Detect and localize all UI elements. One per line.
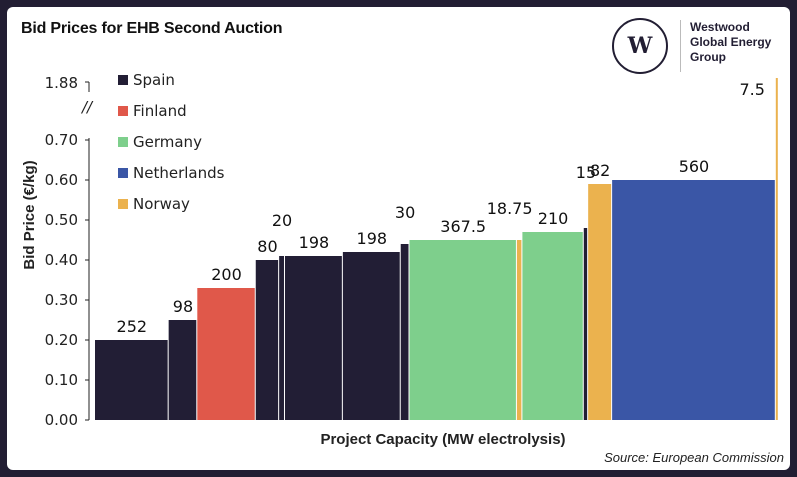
legend-label: Norway: [133, 195, 190, 213]
y-axis-break-marker: //: [80, 98, 94, 116]
legend-label: Netherlands: [133, 164, 225, 182]
legend-label: Germany: [133, 133, 202, 151]
data-label: 198: [299, 233, 330, 252]
bar-norway: [588, 184, 612, 420]
y-tick-label: 0.40: [45, 251, 78, 269]
y-tick-label-break: 1.88: [45, 74, 78, 92]
data-label: 198: [357, 229, 388, 248]
x-axis-title: Project Capacity (MW electrolysis): [320, 431, 565, 448]
data-label: 7.5: [739, 80, 764, 99]
bar-spain: [284, 256, 342, 420]
bar-spain: [255, 260, 279, 420]
data-label: 367.5: [440, 217, 486, 236]
legend-swatch: [118, 168, 128, 178]
logo-mark: W: [627, 33, 653, 59]
legend-swatch: [118, 137, 128, 147]
data-label: 252: [117, 317, 148, 336]
legend-swatch: [118, 199, 128, 209]
bar-spain: [168, 320, 197, 420]
bar-norway: [775, 78, 778, 420]
chart-title: Bid Prices for EHB Second Auction: [21, 20, 283, 37]
data-label: 80: [257, 237, 277, 256]
legend-swatch: [118, 75, 128, 85]
data-label: 30: [395, 203, 415, 222]
data-label: 200: [211, 265, 242, 284]
data-label: 560: [679, 157, 710, 176]
bar-norway: [516, 240, 522, 420]
logo-text: Westwood Global Energy Group: [690, 20, 771, 65]
bar-spain: [279, 256, 284, 420]
bar-spain: [400, 244, 409, 420]
data-label: 82: [590, 161, 610, 180]
bar-spain: [95, 340, 168, 420]
data-label: 210: [538, 209, 569, 228]
y-axis-title: Bid Price (€/kg): [21, 160, 38, 269]
data-label: 15: [576, 163, 596, 182]
legend-label: Spain: [133, 71, 175, 89]
logo-line: Westwood: [690, 20, 750, 34]
bar-spain: [583, 228, 588, 420]
data-label: 20: [272, 211, 292, 230]
bar-germany: [522, 232, 583, 420]
bar-finland: [197, 288, 255, 420]
y-tick-label: 0.60: [45, 171, 78, 189]
logo-divider: [680, 20, 681, 72]
bar-germany: [409, 240, 516, 420]
y-tick-label: 0.30: [45, 291, 78, 309]
logo-line: Group: [690, 50, 726, 64]
y-tick-label: 0.20: [45, 331, 78, 349]
y-tick-label: 0.50: [45, 211, 78, 229]
source-note: Source: European Commission: [604, 450, 784, 465]
logo-line: Global Energy: [690, 35, 772, 49]
legend-swatch: [118, 106, 128, 116]
data-label: 18.75: [487, 199, 533, 218]
y-tick-label: 0.00: [45, 411, 78, 429]
legend-label: Finland: [133, 102, 187, 120]
bar-spain: [342, 252, 400, 420]
y-tick-label: 0.10: [45, 371, 78, 389]
y-tick-label: 0.70: [45, 131, 78, 149]
bar-netherlands: [612, 180, 775, 420]
data-label: 98: [173, 297, 193, 316]
westwood-logo-icon: W: [612, 18, 668, 74]
